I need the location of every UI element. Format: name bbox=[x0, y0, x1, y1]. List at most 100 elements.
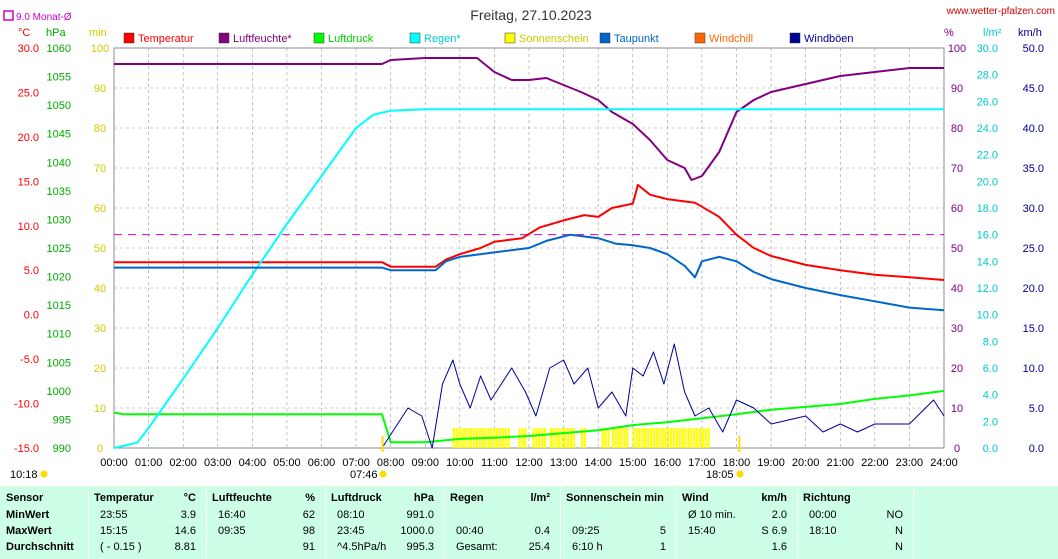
table-cell-time: 16:40 bbox=[218, 509, 246, 521]
sunshine-bar bbox=[687, 428, 690, 448]
tick-rain: 24.0 bbox=[977, 123, 998, 135]
table-column: Sonnenschein min 09:25 5 6:10 h 1 bbox=[560, 486, 676, 559]
sunshine-bar bbox=[617, 428, 620, 448]
series-luftdruck bbox=[113, 389, 945, 444]
sunshine-bar bbox=[664, 428, 667, 448]
table-header-unit: km/h bbox=[761, 492, 787, 504]
sunshine-bar bbox=[623, 428, 626, 448]
tick-rain: 14.0 bbox=[977, 256, 998, 268]
tick-rain: 28.0 bbox=[977, 70, 998, 82]
x-tick: 06:00 bbox=[308, 457, 336, 469]
sunshine-bar bbox=[538, 428, 541, 448]
x-tick: 21:00 bbox=[826, 457, 854, 469]
table-cell-value: 1000.0 bbox=[400, 525, 434, 537]
tick-hum: 90 bbox=[951, 83, 963, 95]
sunshine-bar bbox=[518, 428, 521, 448]
tick-sun: 90 bbox=[94, 83, 106, 95]
tick-press: 1030 bbox=[47, 214, 71, 226]
tick-rain: 16.0 bbox=[977, 230, 998, 242]
x-tick: 16:00 bbox=[654, 457, 682, 469]
sunshine-bar bbox=[655, 428, 658, 448]
sunshine-bar bbox=[644, 428, 647, 448]
table-cell-time: Ø 10 min. bbox=[688, 509, 736, 521]
site-link[interactable]: www.wetter-pfalzen.com bbox=[946, 6, 1055, 17]
sunshine-bar bbox=[704, 428, 707, 448]
tick-sun: 20 bbox=[94, 363, 106, 375]
tick-press: 1005 bbox=[47, 357, 71, 369]
tick-wind: 15.0 bbox=[1023, 323, 1044, 335]
x-tick: 24:00 bbox=[930, 457, 958, 469]
x-tick: 11:00 bbox=[481, 457, 508, 469]
table-separator bbox=[676, 486, 677, 559]
table-cell-value: 3.9 bbox=[180, 509, 196, 521]
tick-press: 990 bbox=[53, 443, 71, 455]
table-cell-time: 15:15 bbox=[100, 525, 128, 537]
sunshine-bar bbox=[707, 428, 710, 448]
sunshine-bar bbox=[635, 428, 638, 448]
legend-label: Temperatur bbox=[138, 33, 194, 45]
sunshine-bar bbox=[555, 428, 558, 448]
x-tick: 14:00 bbox=[584, 457, 612, 469]
tick-hum: 10 bbox=[951, 403, 963, 415]
unit-wind: km/h bbox=[1018, 27, 1042, 39]
tick-wind: 35.0 bbox=[1023, 163, 1044, 175]
x-tick: 10:00 bbox=[446, 457, 474, 469]
sunshine-bar bbox=[614, 428, 617, 448]
sunshine-bar bbox=[567, 428, 570, 448]
series-windben bbox=[381, 343, 945, 449]
x-tick: 12:00 bbox=[515, 457, 543, 469]
table-row-label: MaxWert bbox=[6, 525, 52, 537]
table-cell-value: 2.0 bbox=[771, 509, 787, 521]
tick-temp: 5.0 bbox=[24, 265, 39, 277]
sunshine-bar bbox=[572, 428, 575, 448]
tick-sun: 0 bbox=[97, 443, 103, 455]
table-separator bbox=[560, 486, 561, 559]
sunshine-bar bbox=[632, 428, 635, 448]
tick-hum: 20 bbox=[951, 363, 963, 375]
sunshine-bar bbox=[650, 428, 653, 448]
sunshine-bar bbox=[661, 428, 664, 448]
table-header: Wind bbox=[682, 492, 709, 504]
tick-temp: 25.0 bbox=[18, 87, 39, 99]
series-lines bbox=[113, 57, 945, 449]
sunshine-bar bbox=[641, 428, 644, 448]
table-cell-value: 91 bbox=[302, 541, 315, 553]
legend-swatch bbox=[409, 32, 421, 44]
tick-sun: 40 bbox=[94, 283, 106, 295]
weather-chart: Freitag, 27.10.2023 www.wetter-pfalzen.c… bbox=[3, 6, 1055, 481]
table-column: Luftdruck hPa 08:10 991.0 23:45 1000.0 ^4.5hPa… bbox=[325, 486, 444, 559]
sunset-icon bbox=[736, 470, 744, 478]
table-header-unit: hPa bbox=[413, 492, 434, 504]
legend-label: Regen* bbox=[424, 33, 461, 45]
tick-wind: 5.0 bbox=[1029, 403, 1044, 415]
tick-rain: 22.0 bbox=[977, 150, 998, 162]
table-cell-value: 98 bbox=[302, 525, 315, 537]
sunshine-bar bbox=[693, 428, 696, 448]
tick-temp: 20.0 bbox=[18, 132, 39, 144]
series-temperatur bbox=[114, 183, 945, 281]
sunshine-bar bbox=[675, 428, 679, 448]
sunshine-bar bbox=[658, 428, 661, 448]
table-separator bbox=[88, 486, 89, 559]
table-cell-value: 991.0 bbox=[406, 509, 434, 521]
x-tick: 02:00 bbox=[169, 457, 197, 469]
tick-press: 1010 bbox=[47, 329, 71, 341]
sunrise-icon bbox=[379, 470, 387, 478]
unit-press: hPa bbox=[46, 27, 66, 39]
tick-wind: 20.0 bbox=[1023, 283, 1044, 295]
sunshine-bar bbox=[558, 428, 561, 448]
sunrise-time: 07:46 bbox=[350, 469, 378, 481]
tick-sun: 80 bbox=[94, 123, 106, 135]
sunshine-bar bbox=[684, 428, 687, 448]
x-tick: 22:00 bbox=[861, 457, 889, 469]
tick-wind: 45.0 bbox=[1023, 83, 1044, 95]
x-tick: 18:00 bbox=[723, 457, 751, 469]
tick-sun: 100 bbox=[91, 43, 109, 55]
table-column: Temperatur °C 23:55 3.9 15:15 14.6 ( - 0.15 ) 8… bbox=[88, 486, 206, 559]
table-cell-time: Gesamt: bbox=[456, 541, 498, 553]
table-separator bbox=[913, 486, 914, 559]
table-cell-time: ( - 0.15 ) bbox=[100, 541, 142, 553]
legend: Temperatur Luftfeuchte* Luftdruck Regen* Son… bbox=[123, 32, 854, 45]
table-cell-time: 15:40 bbox=[688, 525, 716, 537]
tick-rain: 20.0 bbox=[977, 176, 998, 188]
